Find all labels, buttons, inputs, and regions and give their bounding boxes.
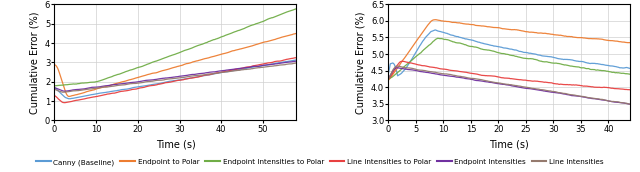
X-axis label: Time (s): Time (s) (490, 139, 529, 149)
Y-axis label: Cumulative Error (%): Cumulative Error (%) (355, 11, 365, 114)
X-axis label: Time (s): Time (s) (156, 139, 195, 149)
Y-axis label: Cumulative Error (%): Cumulative Error (%) (29, 11, 39, 114)
Legend: Canny (Baseline), Endpoint to Polar, Endpoint Intensities to Polar, Line Intensi: Canny (Baseline), Endpoint to Polar, End… (33, 156, 607, 168)
